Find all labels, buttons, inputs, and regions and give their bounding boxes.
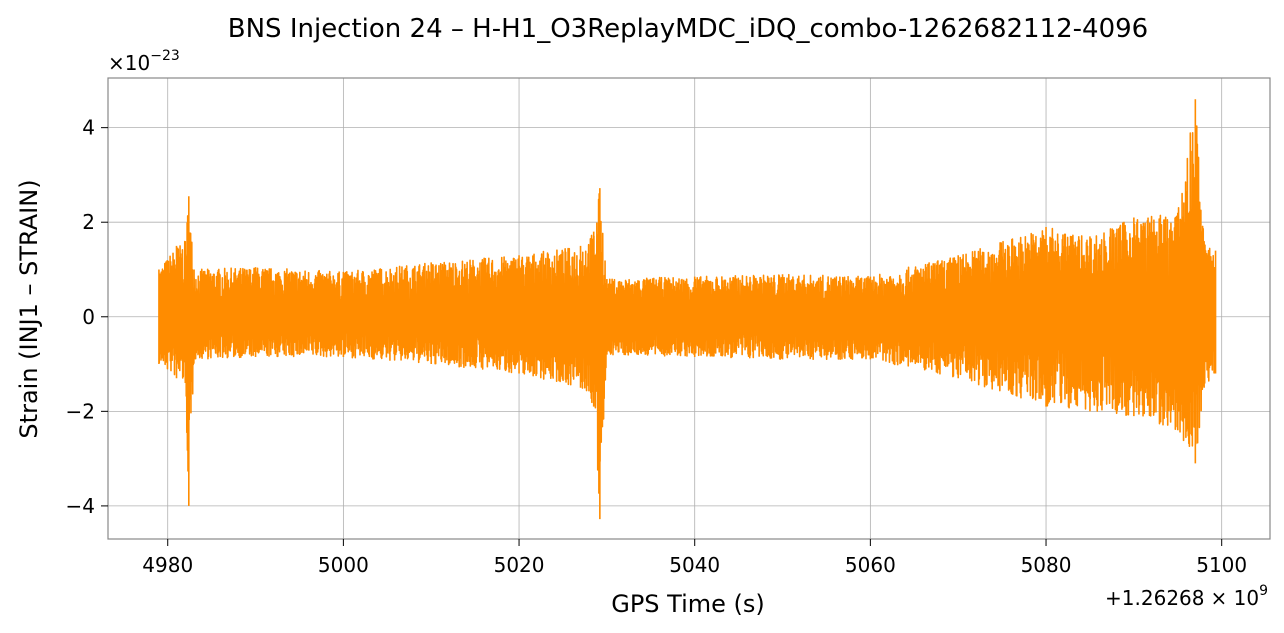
x-axis-ticks: 4980 5000 5020 5040 5060 5080 5100 [142,539,1247,577]
x-tick-label: 5080 [1021,553,1072,577]
y-axis-ticks: −4 −2 0 2 4 [66,116,108,518]
y-axis-multiplier: ×10−23 [108,48,180,75]
x-tick-label: 5020 [494,553,545,577]
y-tick-label: −2 [66,399,95,423]
x-tick-label: 5000 [318,553,369,577]
chart-title: BNS Injection 24 – H-H1_O3ReplayMDC_iDQ_… [228,14,1148,44]
strain-series-line [158,99,1217,520]
y-tick-label: 4 [82,116,95,140]
y-tick-label: 2 [82,210,95,234]
data-series [158,99,1217,520]
x-tick-label: 5060 [845,553,896,577]
y-tick-label: −4 [66,494,95,518]
x-axis-label: GPS Time (s) [611,590,765,618]
y-tick-label: 0 [82,305,95,329]
y-axis-label: Strain (INJ1 – STRAIN) [15,179,43,438]
plot-frame [107,77,1271,540]
x-tick-label: 4980 [142,553,193,577]
x-tick-label: 5040 [669,553,720,577]
x-axis-offset: +1.26268 × 109 [1105,583,1268,610]
x-tick-label: 5100 [1196,553,1247,577]
